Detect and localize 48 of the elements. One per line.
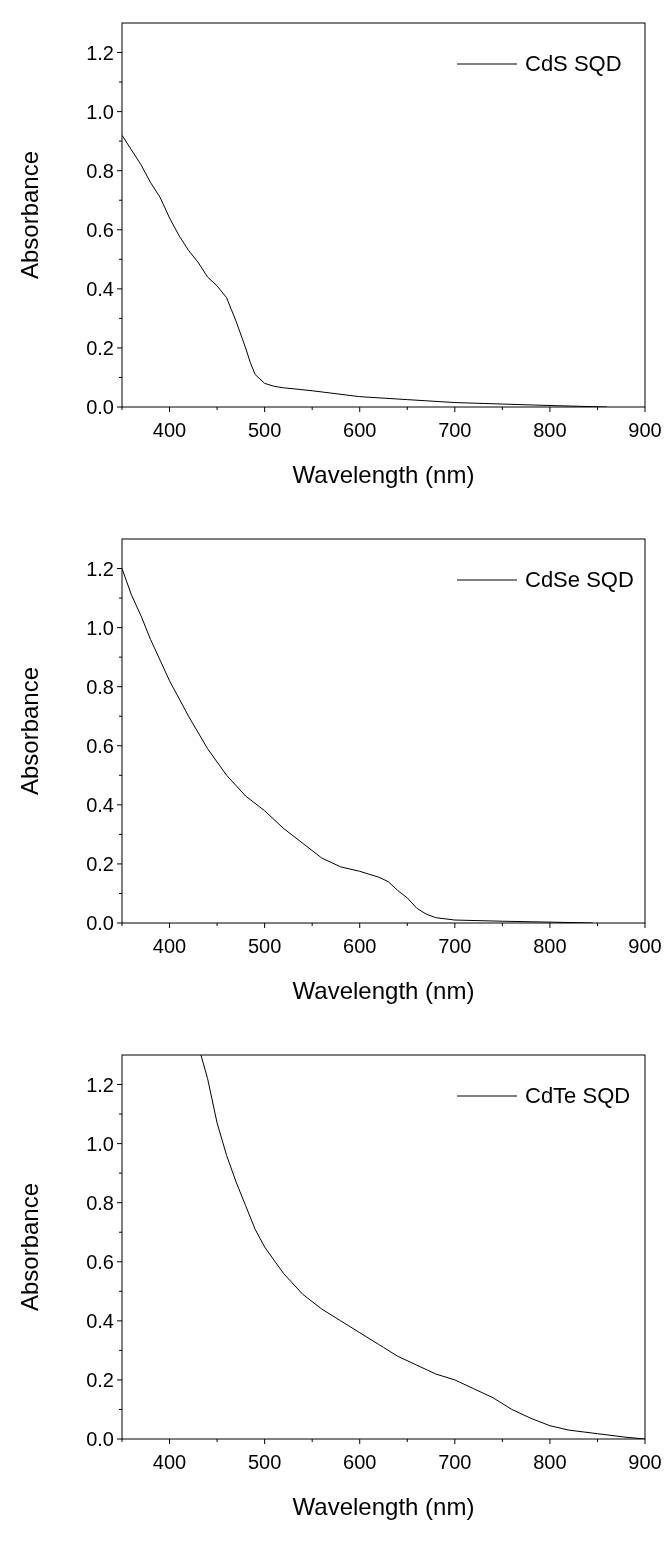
- x-tick-label: 600: [343, 419, 377, 441]
- x-tick-label: 700: [438, 1451, 472, 1473]
- y-tick-label: 0.4: [86, 793, 114, 816]
- y-tick-label: 0.4: [86, 277, 114, 300]
- y-tick-label: 1.2: [86, 557, 114, 580]
- y-tick-label: 0.4: [86, 1309, 114, 1332]
- x-tick-label: 900: [628, 1451, 662, 1473]
- y-tick-label: 1.2: [86, 1073, 114, 1096]
- x-axis-title: Wavelength (nm): [292, 977, 475, 1004]
- x-tick-label: 800: [533, 419, 567, 441]
- x-tick-label: 800: [533, 935, 567, 957]
- x-axis-title: Wavelength (nm): [292, 461, 475, 488]
- legend-label: CdTe SQD: [525, 1083, 631, 1108]
- y-tick-label: 0.2: [86, 336, 114, 359]
- y-tick-label: 0.8: [86, 675, 114, 698]
- y-axis-title: Absorbance: [16, 666, 43, 796]
- y-axis-title: Absorbance: [16, 1182, 43, 1312]
- y-tick-label: 0.2: [86, 1368, 114, 1391]
- y-tick-label: 0.0: [86, 912, 114, 934]
- x-tick-label: 700: [438, 935, 472, 957]
- y-tick-label: 1.2: [86, 41, 114, 64]
- y-tick-label: 0.0: [86, 1428, 114, 1450]
- legend-label: CdS SQD: [525, 51, 622, 76]
- x-axis-title: Wavelength (nm): [292, 1493, 475, 1520]
- x-tick-label: 500: [247, 419, 282, 441]
- x-tick-label: 500: [247, 935, 282, 957]
- x-tick-label: 700: [438, 419, 472, 441]
- x-tick-label: 500: [247, 1451, 282, 1473]
- x-tick-label: 400: [152, 419, 187, 441]
- y-tick-label: 0.0: [86, 396, 114, 418]
- y-tick-label: 0.8: [86, 159, 114, 182]
- y-axis-title: Absorbance: [16, 150, 43, 280]
- y-tick-label: 0.6: [86, 1250, 114, 1273]
- x-tick-label: 900: [628, 935, 662, 957]
- legend-label: CdSe SQD: [525, 567, 634, 592]
- x-tick-label: 600: [343, 935, 377, 957]
- y-tick-label: 0.6: [86, 218, 114, 241]
- x-tick-label: 400: [152, 1451, 187, 1473]
- y-tick-label: 0.2: [86, 852, 114, 875]
- y-tick-label: 1.0: [86, 1132, 114, 1155]
- x-tick-label: 600: [343, 1451, 377, 1473]
- y-tick-label: 0.6: [86, 734, 114, 757]
- y-tick-label: 1.0: [86, 100, 114, 123]
- x-tick-label: 400: [152, 935, 187, 957]
- y-tick-label: 0.8: [86, 1191, 114, 1214]
- y-tick-label: 1.0: [86, 616, 114, 639]
- x-tick-label: 800: [533, 1451, 567, 1473]
- x-tick-label: 900: [628, 419, 662, 441]
